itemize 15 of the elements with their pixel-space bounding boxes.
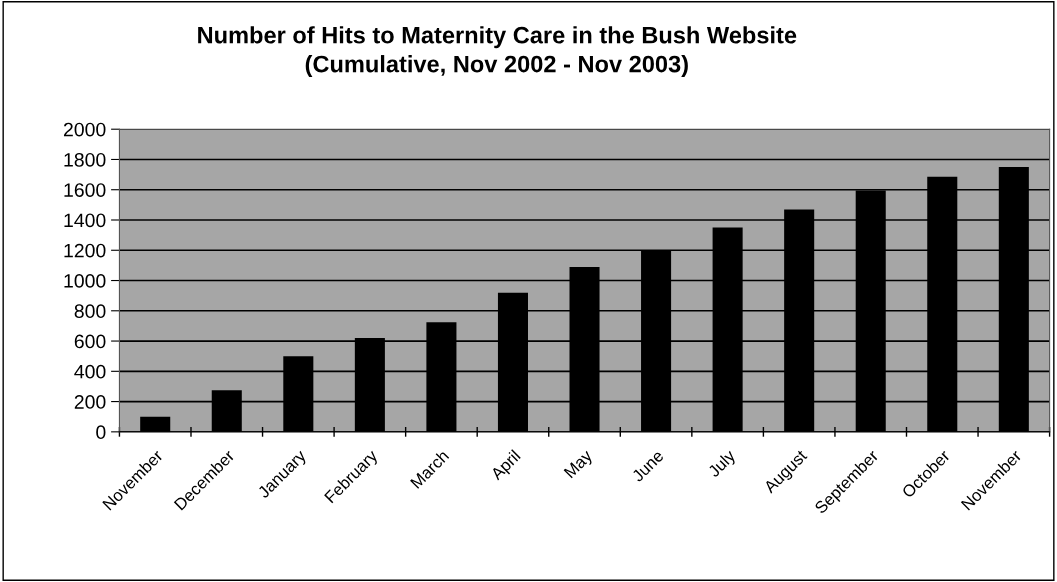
- x-tick-label: May: [563, 448, 596, 481]
- y-tick-label: 400: [74, 364, 106, 379]
- y-tick-label: 200: [74, 395, 106, 409]
- x-tick-label: July: [706, 448, 739, 481]
- y-tick-label: 800: [74, 304, 106, 319]
- chart-title: Number of Hits to Maternity Care in the Bush Website (Cumulative, Nov 2002 - Nov 2003): [198, 26, 797, 78]
- y-tick-label: 600: [74, 334, 106, 349]
- y-tick-label: 1600: [64, 183, 106, 197]
- y-tick-label: 1800: [64, 152, 106, 167]
- y-tick-label: 1400: [64, 213, 106, 228]
- y-tick-label: 0: [96, 425, 106, 440]
- bar: [140, 416, 171, 432]
- y-tick-label: 1000: [64, 273, 106, 288]
- y-tick-label: 1200: [64, 243, 106, 258]
- y-tick-label: 2000: [63, 122, 106, 137]
